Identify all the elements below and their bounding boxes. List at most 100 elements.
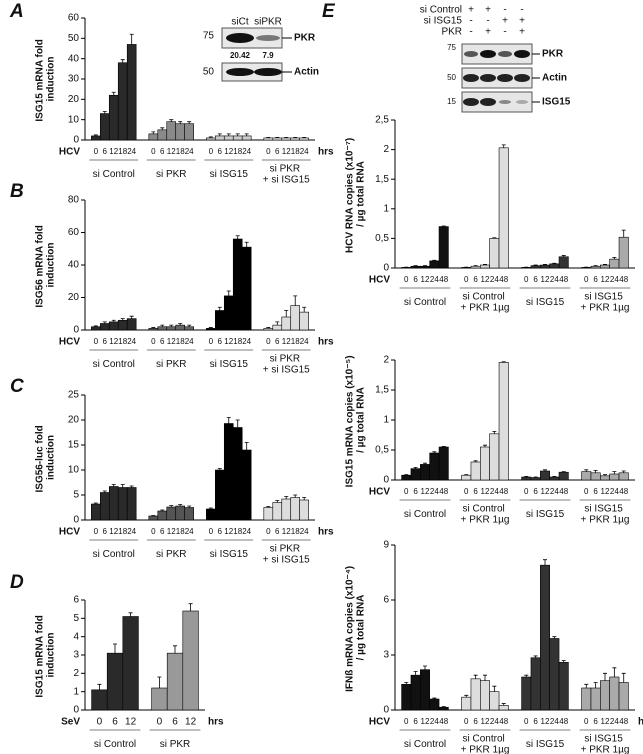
bar bbox=[214, 135, 225, 141]
x-tick-label: 18 bbox=[233, 527, 242, 536]
bar bbox=[157, 326, 168, 331]
bar bbox=[108, 94, 119, 141]
y-tick-label: 40 bbox=[68, 260, 80, 271]
group-label: si ISG15 + PKR 1µg bbox=[581, 733, 630, 754]
x-tick-label: 6 bbox=[103, 337, 108, 346]
bar bbox=[600, 680, 610, 711]
inset-blot: siCt siPKR 75 50 20.42 7.9 PKR Actin bbox=[203, 17, 319, 82]
x-tick-label: 0 bbox=[266, 337, 271, 346]
group-label: si Control bbox=[94, 739, 136, 750]
error-bar bbox=[284, 310, 289, 317]
error-bar bbox=[226, 290, 231, 296]
x-tick-label: 0 bbox=[404, 487, 409, 496]
band bbox=[499, 100, 511, 104]
x-tick-label: 6 bbox=[593, 487, 598, 496]
error-bar bbox=[533, 264, 538, 266]
sign: - bbox=[469, 27, 472, 38]
x-tick-label: 6 bbox=[218, 147, 223, 156]
sign: - bbox=[503, 5, 506, 16]
y-tick-label: 2 bbox=[383, 355, 389, 366]
y-tick-label: 1 bbox=[383, 203, 389, 214]
error-bar bbox=[157, 676, 162, 688]
sign: + bbox=[519, 16, 525, 27]
error-bar bbox=[612, 256, 617, 260]
x-tick-label: 0 bbox=[524, 717, 529, 726]
x-tick-label: 0 bbox=[464, 717, 469, 726]
bar bbox=[549, 263, 560, 269]
group-label: si ISG15 bbox=[526, 297, 565, 308]
bar bbox=[410, 265, 421, 269]
bar bbox=[609, 676, 620, 711]
error-bar bbox=[235, 133, 240, 136]
x-tick-label: 48 bbox=[499, 275, 508, 284]
x-tick-label: 24 bbox=[242, 527, 251, 536]
bar bbox=[166, 506, 177, 521]
error-bar bbox=[561, 471, 566, 473]
y-tick-label: 0,5 bbox=[375, 233, 389, 244]
bar bbox=[530, 657, 541, 711]
x-tick-label: 12 bbox=[167, 147, 176, 156]
group-label: si ISG15 bbox=[210, 549, 249, 560]
x-tick-label: 0 bbox=[524, 275, 529, 284]
error-bar bbox=[93, 134, 98, 136]
band bbox=[226, 68, 254, 76]
group-label: si PKR bbox=[160, 739, 191, 750]
bar bbox=[223, 295, 234, 331]
bar bbox=[106, 652, 124, 711]
x-tick-label: 24 bbox=[185, 527, 194, 536]
y-tick-label: 40 bbox=[68, 53, 80, 64]
band bbox=[497, 74, 513, 82]
y-tick-label: 10 bbox=[68, 114, 80, 125]
error-bar bbox=[584, 683, 589, 688]
bar bbox=[609, 473, 620, 481]
group-label: si PKR + si ISG15 bbox=[263, 543, 310, 565]
y-tick-label: 2 bbox=[73, 668, 79, 679]
error-bar bbox=[173, 645, 177, 654]
bar bbox=[148, 515, 159, 521]
y-tick-label: 1,5 bbox=[375, 385, 389, 396]
bar bbox=[480, 680, 490, 711]
bar bbox=[410, 674, 421, 711]
error-bar bbox=[120, 318, 125, 321]
bar bbox=[461, 696, 472, 711]
y-tick-label: 15 bbox=[68, 440, 80, 451]
bar bbox=[214, 310, 225, 331]
x-tick-label: 18 bbox=[233, 337, 242, 346]
x-tick-label: 0 bbox=[464, 275, 469, 284]
error-bar bbox=[533, 476, 538, 478]
error-bar bbox=[120, 484, 125, 488]
error-bar bbox=[593, 470, 598, 473]
bar bbox=[241, 449, 252, 521]
error-bar bbox=[543, 559, 547, 566]
error-bar bbox=[492, 237, 497, 239]
error-bar bbox=[160, 509, 165, 511]
error-bar bbox=[217, 133, 222, 136]
error-bar bbox=[413, 265, 418, 267]
bar bbox=[299, 499, 309, 521]
condition-label: PKR bbox=[441, 27, 462, 38]
y-tick-label: 3 bbox=[383, 650, 389, 661]
x-tick-label: 6 bbox=[473, 487, 478, 496]
group-label: si PKR + si ISG15 bbox=[263, 353, 310, 375]
bar bbox=[558, 662, 569, 711]
group-label: si ISG15 bbox=[210, 169, 249, 180]
error-bar bbox=[93, 502, 98, 504]
bar bbox=[108, 486, 119, 521]
bar bbox=[272, 324, 283, 331]
error-bar bbox=[178, 323, 183, 326]
error-bar bbox=[266, 327, 271, 329]
error-bar bbox=[187, 324, 192, 327]
error-bar bbox=[561, 255, 566, 257]
x-tick-label: 6 bbox=[533, 275, 538, 284]
x-tick-label: 18 bbox=[176, 147, 185, 156]
bar bbox=[99, 492, 110, 521]
bar bbox=[151, 687, 168, 711]
bar bbox=[166, 326, 177, 331]
error-bar bbox=[413, 467, 418, 469]
sign: - bbox=[469, 16, 472, 27]
bar bbox=[581, 471, 592, 481]
sign: + bbox=[468, 5, 474, 16]
bar bbox=[126, 44, 137, 141]
